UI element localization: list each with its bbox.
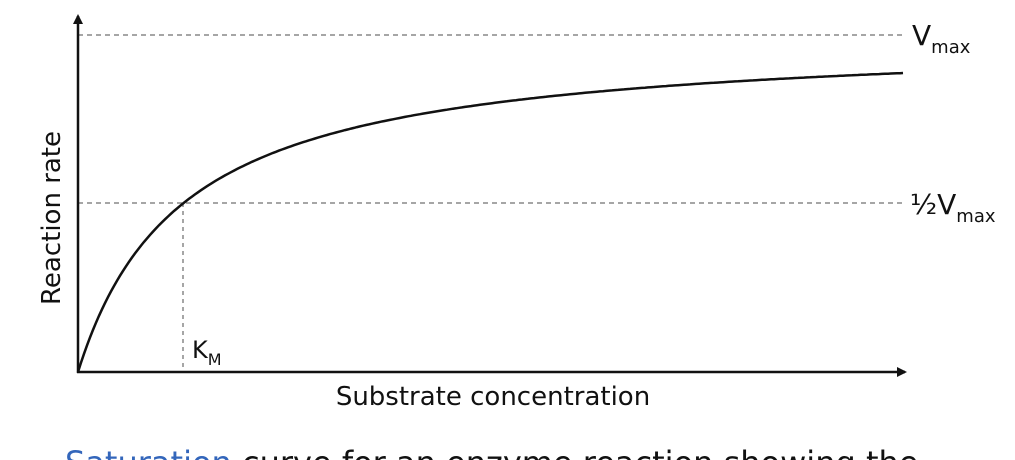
km-main: K — [192, 336, 209, 364]
half-vmax-main: ½V — [910, 188, 956, 221]
y-axis-label: Reaction rate — [37, 131, 67, 305]
vmax-label: Vmax — [912, 19, 971, 58]
caption: Saturation curve for an enzyme reaction … — [65, 444, 918, 460]
vmax-main: V — [912, 19, 931, 52]
half-vmax-sub: max — [956, 206, 996, 227]
x-axis-label: Substrate concentration — [336, 382, 650, 412]
km-label: KM — [192, 336, 222, 369]
caption-text: curve for an enzyme reaction showing the — [232, 444, 919, 460]
half-vmax-label: ½Vmax — [910, 188, 996, 227]
vmax-sub: max — [931, 37, 971, 58]
caption-link[interactable]: Saturation — [65, 444, 232, 460]
km-sub: M — [208, 350, 222, 369]
saturation-curve — [76, 71, 904, 373]
